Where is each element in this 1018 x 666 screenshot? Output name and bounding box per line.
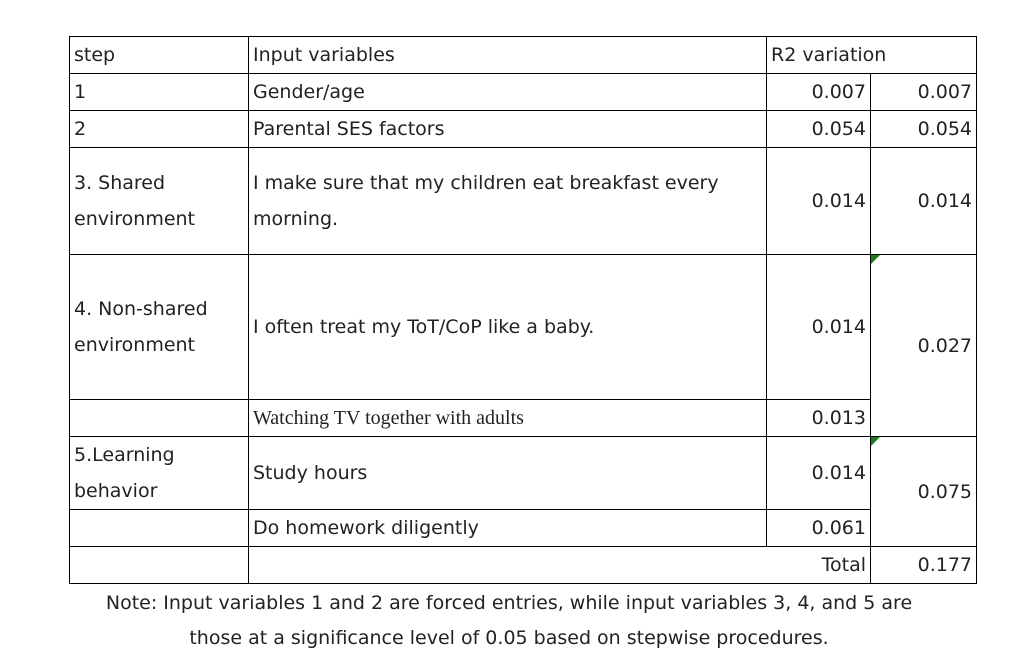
total-row: Total 0.177 bbox=[69, 546, 978, 584]
total-value: 0.177 bbox=[869, 546, 978, 584]
group-r2-cell: 0.054 bbox=[869, 110, 978, 148]
r2-variation-table: step Input variables R2 variation 1 Gend… bbox=[69, 36, 978, 584]
r2-cell: 0.007 bbox=[766, 73, 871, 111]
variable-cell: Parental SES factors bbox=[248, 110, 767, 148]
table-row: 4. Non-shared environment I often treat … bbox=[69, 254, 978, 437]
r2-cell: 0.014 bbox=[766, 147, 871, 255]
header-r2-variation: R2 variation bbox=[765, 36, 978, 74]
table-row: 1 Gender/age 0.007 0.007 bbox=[69, 73, 978, 111]
r2-cell: 0.061 bbox=[766, 509, 871, 547]
regression-table-container: step Input variables R2 variation 1 Gend… bbox=[69, 36, 978, 584]
group-r2-cell: 0.014 bbox=[869, 147, 978, 255]
variable-cell: Study hours bbox=[248, 436, 767, 510]
group-r2-cell: 0.007 bbox=[869, 73, 978, 111]
table-row: 5.Learning behavior Study hours 0.014 0.… bbox=[69, 436, 978, 547]
step-cell: 1 bbox=[69, 73, 249, 111]
step-cell: 4. Non-shared environment bbox=[69, 254, 249, 400]
table-row: Do homework diligently 0.061 bbox=[69, 509, 977, 547]
table-header-row: step Input variables R2 variation bbox=[69, 36, 978, 74]
header-step: step bbox=[69, 36, 249, 74]
total-label: Total bbox=[248, 546, 871, 584]
r2-cell: 0.013 bbox=[766, 399, 871, 437]
r2-cell: 0.014 bbox=[766, 254, 871, 400]
note-line-2: those at a significance level of 0.05 ba… bbox=[189, 627, 829, 649]
step-cell: 3. Shared environment bbox=[69, 147, 249, 255]
group-r2-cell: 0.075 bbox=[869, 436, 978, 547]
total-empty-cell bbox=[69, 546, 249, 584]
step-cell bbox=[69, 399, 249, 437]
table-row: Watching TV together with adults 0.013 bbox=[69, 399, 977, 437]
header-input-variables: Input variables bbox=[248, 36, 767, 74]
table-row: 2 Parental SES factors 0.054 0.054 bbox=[69, 110, 978, 148]
variable-cell: I make sure that my children eat breakfa… bbox=[248, 147, 767, 255]
variable-cell: I often treat my ToT/CoP like a baby. bbox=[248, 254, 767, 400]
r2-cell: 0.014 bbox=[766, 436, 871, 510]
table-row: 3. Shared environment I make sure that m… bbox=[69, 147, 978, 255]
r2-cell: 0.054 bbox=[766, 110, 871, 148]
step-cell bbox=[69, 509, 249, 547]
group-r2-cell: 0.027 bbox=[869, 254, 978, 437]
variable-cell: Do homework diligently bbox=[248, 509, 767, 547]
variable-cell: Watching TV together with adults bbox=[248, 399, 767, 437]
step-cell: 2 bbox=[69, 110, 249, 148]
table-note: Note: Input variables 1 and 2 are forced… bbox=[0, 586, 1018, 656]
variable-cell: Gender/age bbox=[248, 73, 767, 111]
step-cell: 5.Learning behavior bbox=[69, 436, 249, 510]
note-line-1: Note: Input variables 1 and 2 are forced… bbox=[105, 592, 913, 614]
